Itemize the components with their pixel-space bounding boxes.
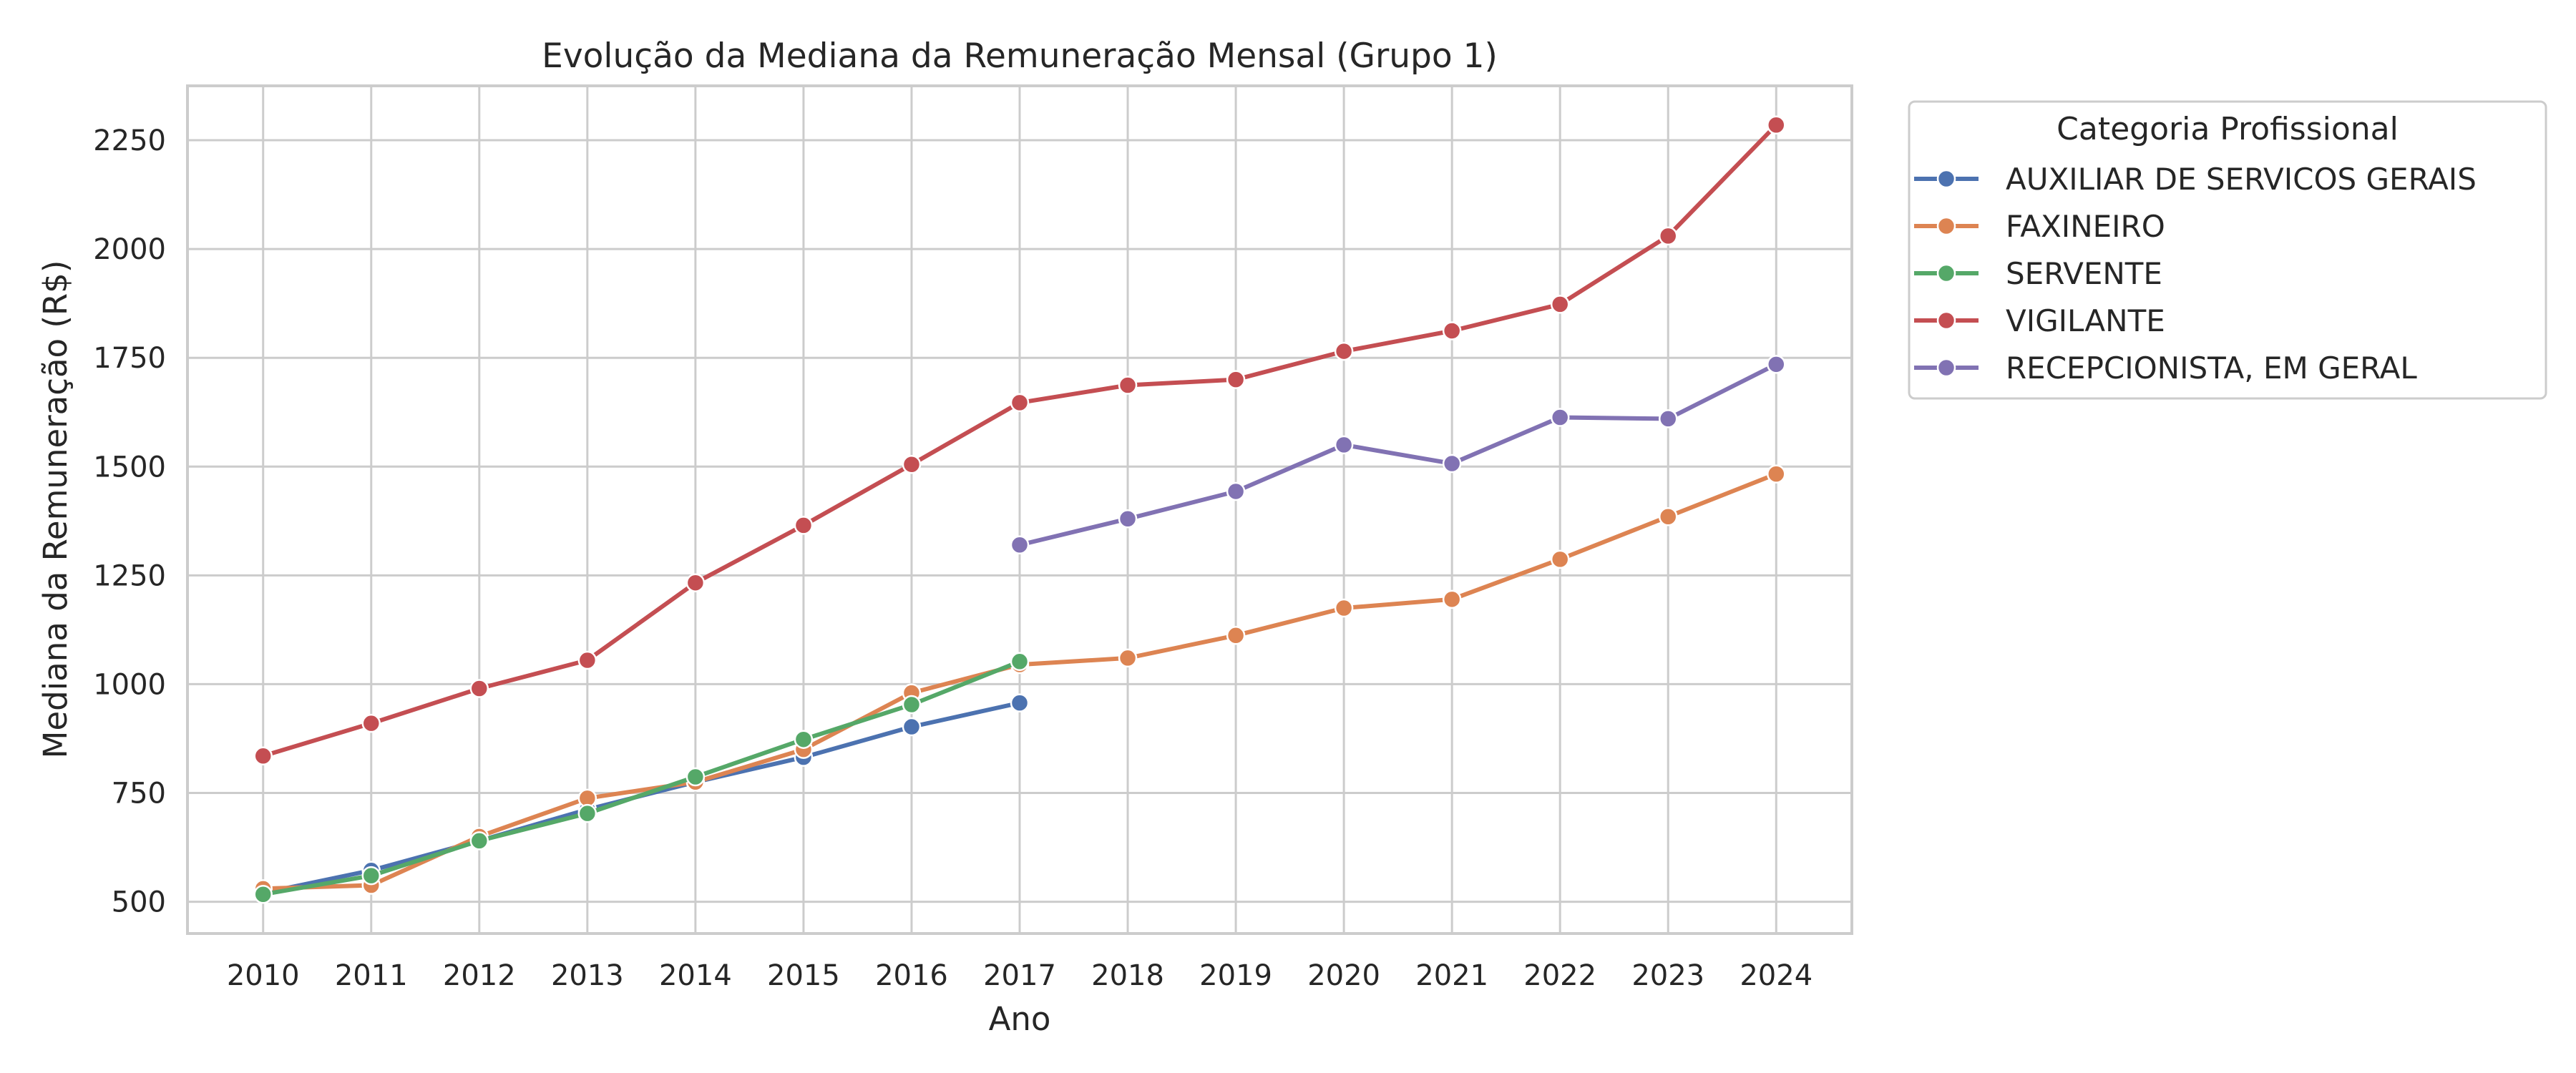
x-tick-label: 2011 xyxy=(335,959,408,992)
series-recepcionista-em-geral xyxy=(1010,355,1786,555)
data-point xyxy=(577,650,597,670)
y-tick-label: 500 xyxy=(112,886,166,919)
data-point xyxy=(902,695,922,715)
y-tick-label: 1750 xyxy=(93,342,166,375)
legend-title: Categoria Profissional xyxy=(2057,111,2399,147)
x-tick-label: 2024 xyxy=(1740,959,1813,992)
data-point xyxy=(1226,370,1246,389)
x-tick-label: 2021 xyxy=(1415,959,1488,992)
data-point xyxy=(1118,509,1138,529)
legend-label: RECEPCIONISTA, EM GERAL xyxy=(2006,351,2417,386)
data-point xyxy=(1010,693,1030,712)
legend-label: FAXINEIRO xyxy=(2006,209,2165,244)
x-tick-label: 2014 xyxy=(659,959,732,992)
x-tick-label: 2023 xyxy=(1631,959,1704,992)
x-axis-title: Ano xyxy=(989,1000,1051,1038)
data-point xyxy=(1334,598,1354,618)
data-point xyxy=(361,713,381,733)
legend-frame xyxy=(1908,100,2547,400)
data-point xyxy=(469,679,489,698)
series-layer xyxy=(253,115,1786,904)
x-tick-label: 2018 xyxy=(1091,959,1164,992)
y-tick-label: 2000 xyxy=(93,233,166,266)
data-point xyxy=(1658,409,1678,428)
series-line xyxy=(260,659,1022,897)
x-tick-label: 2019 xyxy=(1199,959,1272,992)
data-point xyxy=(253,885,273,904)
data-point xyxy=(1010,652,1030,672)
x-tick-label: 2012 xyxy=(443,959,516,992)
data-point xyxy=(1226,626,1246,645)
legend-item: SERVENTE xyxy=(1914,256,2162,291)
data-point xyxy=(794,516,814,535)
data-point xyxy=(1767,115,1786,134)
x-tick-label: 2017 xyxy=(983,959,1056,992)
legend-marker-swatch xyxy=(1936,263,1956,283)
chart-title: Evolução da Mediana da Remuneração Mensa… xyxy=(542,36,1498,76)
data-point xyxy=(1767,355,1786,374)
legend-marker-swatch xyxy=(1936,169,1956,189)
x-tick-label: 2022 xyxy=(1523,959,1596,992)
data-point xyxy=(686,573,706,592)
grid xyxy=(187,86,1852,934)
x-tick-label: 2015 xyxy=(767,959,840,992)
legend-item: FAXINEIRO xyxy=(1914,209,2165,244)
data-point xyxy=(1550,295,1570,314)
x-tick-label: 2010 xyxy=(227,959,300,992)
series-line xyxy=(1018,362,1779,547)
data-point xyxy=(1442,589,1462,609)
legend-marker-swatch xyxy=(1936,216,1956,236)
data-point xyxy=(1767,464,1786,484)
y-tick-label: 1000 xyxy=(93,668,166,701)
data-point xyxy=(1442,321,1462,340)
data-point xyxy=(1010,535,1030,555)
y-tick-label: 1500 xyxy=(93,451,166,484)
legend-marker-swatch xyxy=(1936,358,1956,378)
data-point xyxy=(686,767,706,787)
legend-marker-swatch xyxy=(1936,310,1956,330)
data-point xyxy=(253,746,273,766)
data-point xyxy=(1442,454,1462,474)
plot-frame xyxy=(186,84,1853,935)
data-point xyxy=(1118,376,1138,395)
y-tick-label: 750 xyxy=(112,778,166,810)
data-point xyxy=(1118,648,1138,668)
y-tick-label: 2250 xyxy=(93,124,166,157)
data-point xyxy=(794,730,814,749)
legend-item: RECEPCIONISTA, EM GERAL xyxy=(1914,351,2417,386)
legend-items: AUXILIAR DE SERVICOS GERAIS FAXINEIRO SERV… xyxy=(1914,162,2477,386)
data-point xyxy=(902,454,922,474)
series-vigilante xyxy=(253,115,1786,766)
legend-item: AUXILIAR DE SERVICOS GERAIS xyxy=(1914,162,2477,197)
data-point xyxy=(1550,549,1570,569)
y-tick-labels: 500 750 1000 1250 1500 1750 2000 2250 xyxy=(93,124,166,919)
data-point xyxy=(1658,506,1678,526)
x-tick-label: 2016 xyxy=(875,959,948,992)
data-point xyxy=(1334,435,1354,455)
legend-label: VIGILANTE xyxy=(2006,303,2165,338)
series-servente xyxy=(253,652,1030,904)
data-point xyxy=(902,717,922,737)
legend-item: VIGILANTE xyxy=(1914,303,2165,338)
legend-label: AUXILIAR DE SERVICOS GERAIS xyxy=(2006,162,2477,197)
data-point xyxy=(1226,481,1246,501)
data-point xyxy=(577,803,597,823)
x-tick-labels: 2010 2011 2012 2013 2014 2015 2016 2017 2018 2019… xyxy=(227,959,1813,992)
data-point xyxy=(361,866,381,886)
legend-label: SERVENTE xyxy=(2006,256,2162,291)
x-tick-label: 2013 xyxy=(551,959,624,992)
data-point xyxy=(1334,341,1354,361)
data-point xyxy=(469,831,489,851)
legend: Categoria Profissional AUXILIAR DE SERVI… xyxy=(1908,100,2547,400)
x-tick-label: 2020 xyxy=(1307,959,1380,992)
data-point xyxy=(1010,393,1030,413)
data-point xyxy=(1658,226,1678,246)
data-point xyxy=(1550,408,1570,427)
y-tick-label: 1250 xyxy=(93,559,166,592)
y-axis-title: Mediana da Remuneração (R$) xyxy=(36,260,74,759)
